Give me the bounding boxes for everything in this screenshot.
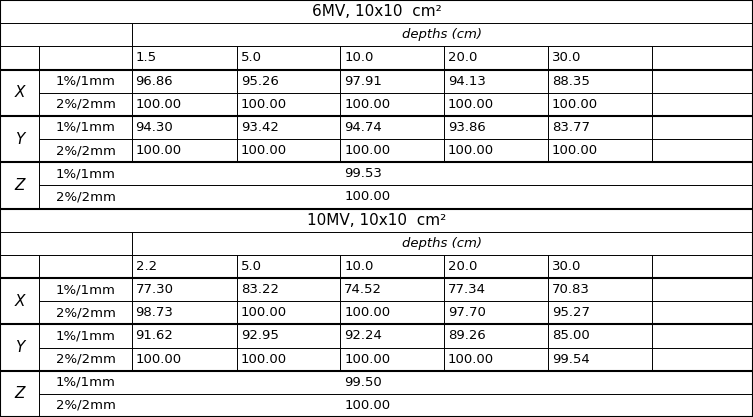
- Text: 30.0: 30.0: [552, 260, 581, 273]
- Text: 94.13: 94.13: [448, 75, 486, 88]
- Text: 1%/1mm: 1%/1mm: [56, 75, 115, 88]
- Text: 100.00: 100.00: [552, 98, 598, 111]
- Text: X: X: [14, 294, 25, 309]
- Text: 99.50: 99.50: [344, 376, 382, 389]
- Text: X: X: [14, 85, 25, 100]
- Text: 20.0: 20.0: [448, 260, 477, 273]
- Text: 88.35: 88.35: [552, 75, 590, 88]
- Text: 1%/1mm: 1%/1mm: [56, 329, 115, 342]
- Text: 93.86: 93.86: [448, 121, 486, 134]
- Text: 100.00: 100.00: [552, 144, 598, 157]
- Text: depths (cm): depths (cm): [402, 237, 483, 250]
- Text: 94.74: 94.74: [344, 121, 382, 134]
- Text: 92.24: 92.24: [344, 329, 382, 342]
- Text: 89.26: 89.26: [448, 329, 486, 342]
- Text: 5.0: 5.0: [241, 51, 262, 64]
- Text: 1%/1mm: 1%/1mm: [56, 376, 115, 389]
- Text: 2%/2mm: 2%/2mm: [56, 353, 115, 366]
- Text: 97.91: 97.91: [344, 75, 382, 88]
- Text: 83.77: 83.77: [552, 121, 590, 134]
- Text: 100.00: 100.00: [344, 98, 390, 111]
- Text: 6MV, 10x10  cm²: 6MV, 10x10 cm²: [312, 4, 441, 19]
- Text: 95.26: 95.26: [241, 75, 279, 88]
- Text: 100.00: 100.00: [448, 353, 494, 366]
- Text: 92.95: 92.95: [241, 329, 279, 342]
- Text: 97.70: 97.70: [448, 306, 486, 319]
- Text: 5.0: 5.0: [241, 260, 262, 273]
- Text: 100.00: 100.00: [344, 191, 390, 203]
- Text: Z: Z: [14, 178, 25, 193]
- Text: 100.00: 100.00: [344, 144, 390, 157]
- Text: 100.00: 100.00: [344, 399, 390, 412]
- Text: 1%/1mm: 1%/1mm: [56, 167, 115, 180]
- Text: 99.53: 99.53: [344, 167, 382, 180]
- Text: 30.0: 30.0: [552, 51, 581, 64]
- Text: 2.2: 2.2: [136, 260, 157, 273]
- Text: Z: Z: [14, 386, 25, 401]
- Text: 2%/2mm: 2%/2mm: [56, 191, 115, 203]
- Text: 2%/2mm: 2%/2mm: [56, 144, 115, 157]
- Text: 93.42: 93.42: [241, 121, 279, 134]
- Text: Y: Y: [15, 340, 24, 355]
- Text: 100.00: 100.00: [136, 144, 181, 157]
- Text: 100.00: 100.00: [344, 353, 390, 366]
- Text: 100.00: 100.00: [241, 306, 287, 319]
- Text: 10.0: 10.0: [344, 51, 373, 64]
- Text: 74.52: 74.52: [344, 283, 382, 296]
- Text: 1%/1mm: 1%/1mm: [56, 121, 115, 134]
- Text: 1.5: 1.5: [136, 51, 157, 64]
- Text: 100.00: 100.00: [136, 98, 181, 111]
- Text: Y: Y: [15, 131, 24, 146]
- Text: 100.00: 100.00: [241, 144, 287, 157]
- Text: 70.83: 70.83: [552, 283, 590, 296]
- Text: 2%/2mm: 2%/2mm: [56, 399, 115, 412]
- Text: 20.0: 20.0: [448, 51, 477, 64]
- Text: 100.00: 100.00: [448, 98, 494, 111]
- Text: 100.00: 100.00: [136, 353, 181, 366]
- Text: 77.34: 77.34: [448, 283, 486, 296]
- Text: 10.0: 10.0: [344, 260, 373, 273]
- Text: 100.00: 100.00: [448, 144, 494, 157]
- Text: 10MV, 10x10  cm²: 10MV, 10x10 cm²: [307, 213, 446, 228]
- Text: 91.62: 91.62: [136, 329, 173, 342]
- Text: 98.73: 98.73: [136, 306, 173, 319]
- Text: depths (cm): depths (cm): [402, 28, 483, 41]
- Text: 77.30: 77.30: [136, 283, 173, 296]
- Text: 85.00: 85.00: [552, 329, 590, 342]
- Text: 100.00: 100.00: [241, 353, 287, 366]
- Text: 99.54: 99.54: [552, 353, 590, 366]
- Text: 94.30: 94.30: [136, 121, 173, 134]
- Text: 2%/2mm: 2%/2mm: [56, 306, 115, 319]
- Text: 100.00: 100.00: [344, 306, 390, 319]
- Text: 96.86: 96.86: [136, 75, 173, 88]
- Text: 2%/2mm: 2%/2mm: [56, 98, 115, 111]
- Text: 100.00: 100.00: [241, 98, 287, 111]
- Text: 83.22: 83.22: [241, 283, 279, 296]
- Text: 95.27: 95.27: [552, 306, 590, 319]
- Text: 1%/1mm: 1%/1mm: [56, 283, 115, 296]
